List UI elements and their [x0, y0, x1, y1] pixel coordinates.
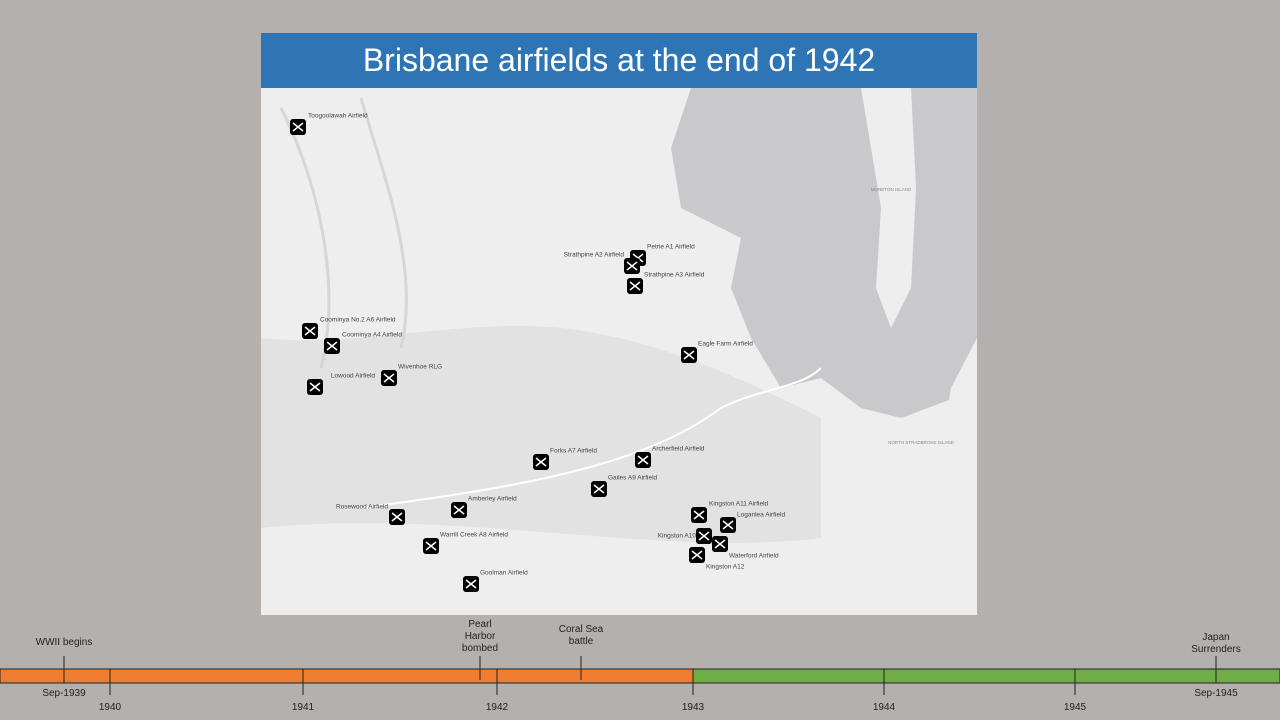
airfield-marker	[302, 323, 318, 339]
stradbroke-island	[921, 338, 977, 615]
urban-area	[261, 325, 821, 543]
year-label: 1945	[1063, 702, 1087, 713]
airfield-label: Waterford Airfield	[729, 553, 779, 560]
airfield-marker	[635, 452, 651, 468]
airfield-marker	[681, 347, 697, 363]
airfield-label: Wivenhoe RLG	[398, 364, 442, 371]
airfield-icon-cross	[698, 531, 710, 541]
river	[279, 97, 408, 369]
airfield-marker	[451, 502, 467, 518]
airfield-marker	[533, 454, 549, 470]
airfield-icon-cross	[391, 512, 403, 522]
airfield-label: Archerfield Airfield	[652, 446, 705, 453]
airfield-icon-cross	[626, 261, 638, 271]
airfield-icon-cross	[629, 281, 641, 291]
war-period-bar	[692, 668, 1280, 684]
airfield-icon-cross	[691, 550, 703, 560]
airfield-label: Rosewood Airfield	[336, 504, 388, 511]
airfield-icon-cross	[453, 505, 465, 515]
airfield-marker	[423, 538, 439, 554]
event-date: Sep-1939	[42, 688, 86, 699]
airfield-label: Toogoolawah Airfield	[308, 113, 368, 120]
year-label: 1942	[485, 702, 509, 713]
airfield-marker	[712, 536, 728, 552]
airfield-marker	[307, 379, 323, 395]
event-label: Pearl Harbor bombed	[461, 619, 499, 654]
airfield-marker	[720, 517, 736, 533]
timeline: 1940 1941 1942 1943 1944 1945 WWII begins Sep-1…	[0, 610, 1280, 720]
moreton-island	[861, 88, 916, 328]
airfield-icon-cross	[309, 382, 321, 392]
airfield-label: Gailes A9 Airfield	[608, 475, 658, 482]
airfield-marker	[696, 528, 712, 544]
airfield-icon-cross	[683, 350, 695, 360]
airfield-icon-cross	[304, 326, 316, 336]
event-label: Coral Sea battle	[558, 624, 604, 647]
airfield-icon-cross	[693, 510, 705, 520]
airfield-icon-cross	[425, 541, 437, 551]
airfield-label: Strathpine A2 Airfield	[564, 252, 625, 259]
airfield-marker	[691, 507, 707, 523]
timeline-axis	[0, 656, 1280, 695]
place-label: MORETON ISLAND	[871, 187, 912, 192]
year-label: 1943	[681, 702, 705, 713]
airfield-label: Coominya No.2 A6 Airfield	[320, 317, 396, 324]
airfield-label: Eagle Farm Airfield	[698, 341, 753, 348]
year-label: 1944	[872, 702, 896, 713]
war-period-bar	[0, 668, 694, 684]
airfield-label: Goolman Airfield	[480, 570, 528, 577]
airfield-label: Warrill Creek A8 Airfield	[440, 532, 508, 539]
airfield-label: Petrie A1 Airfield	[647, 244, 695, 251]
airfield-marker	[689, 547, 705, 563]
year-label: 1941	[291, 702, 315, 713]
event-label: WWII begins	[35, 637, 93, 648]
airfield-label: Kingston A11 Airfield	[709, 501, 769, 508]
airfield-label: Loganlea Airfield	[737, 512, 785, 519]
map: MORETON ISLAND NORTH STRADBROKE ISLAND Too…	[261, 88, 977, 615]
event-date: Sep-1945	[1194, 688, 1238, 699]
airfield-marker	[290, 119, 306, 135]
event-label: Japan Surrenders	[1191, 632, 1241, 655]
airfield-label: Amberley Airfield	[468, 496, 517, 503]
airfield-icon-cross	[535, 457, 547, 467]
airfield-label: Kingston A10	[658, 533, 697, 540]
airfield-icon-cross	[593, 484, 605, 494]
place-label: NORTH STRADBROKE ISLAND	[888, 440, 954, 445]
airfield-label: Coominya A4 Airfield	[342, 332, 402, 339]
airfield-icon-cross	[722, 520, 734, 530]
year-label: 1940	[98, 702, 122, 713]
airfield-marker	[627, 278, 643, 294]
airfield-icon-cross	[383, 373, 395, 383]
airfield-marker	[389, 509, 405, 525]
road	[360, 367, 822, 509]
airfield-marker	[463, 576, 479, 592]
airfield-marker	[624, 258, 640, 274]
airfield-icon-cross	[714, 539, 726, 549]
airfield-marker	[324, 338, 340, 354]
airfield-marker	[381, 370, 397, 386]
slide-title: Brisbane airfields at the end of 1942	[261, 33, 977, 88]
airfield-label: Strathpine A3 Airfield	[644, 272, 705, 279]
airfield-label: Forks A7 Airfield	[550, 448, 597, 455]
airfield-marker	[591, 481, 607, 497]
airfield-icon-cross	[637, 455, 649, 465]
airfield-icon-cross	[292, 122, 304, 132]
airfield-icon-cross	[326, 341, 338, 351]
airfield-icon-cross	[465, 579, 477, 589]
airfield-label: Lowood Airfield	[331, 373, 375, 380]
airfield-label: Kingston A12	[706, 564, 745, 571]
